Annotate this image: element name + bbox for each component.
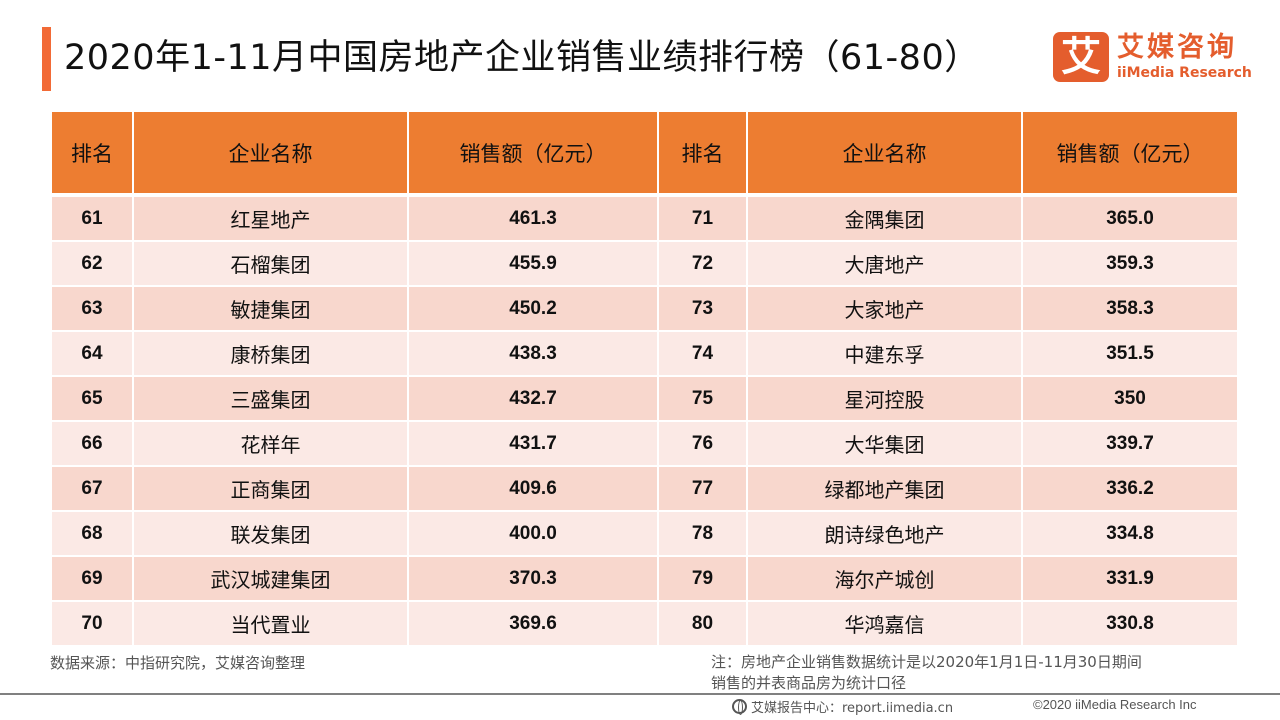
page-title: 2020年1-11月中国房地产企业销售业绩排行榜（61-80） bbox=[64, 38, 980, 78]
sales-cell: 369.6 bbox=[407, 600, 659, 647]
company-cell: 花样年 bbox=[132, 420, 409, 467]
rank-cell: 66 bbox=[50, 420, 134, 467]
globe-icon bbox=[732, 699, 747, 715]
sales-cell: 438.3 bbox=[407, 330, 659, 377]
company-cell: 金隅集团 bbox=[746, 193, 1023, 242]
title-accent-bar bbox=[42, 27, 51, 91]
rank-cell: 79 bbox=[657, 555, 748, 602]
rank-cell: 72 bbox=[657, 240, 748, 287]
rank-cell: 69 bbox=[50, 555, 134, 602]
sales-cell: 432.7 bbox=[407, 375, 659, 422]
table-row: 66 花样年 431.7 76 大华集团 339.7 bbox=[50, 420, 1239, 467]
company-cell: 海尔产城创 bbox=[746, 555, 1023, 602]
report-center-link[interactable]: 艾媒报告中心：report.iimedia.cn bbox=[751, 701, 954, 716]
table-row: 67 正商集团 409.6 77 绿都地产集团 336.2 bbox=[50, 465, 1239, 512]
footnote-line-1: 注：房地产企业销售数据统计是以2020年1月1日-11月30日期间 bbox=[711, 653, 1142, 671]
company-cell: 朗诗绿色地产 bbox=[746, 510, 1023, 557]
header-rank-right: 排名 bbox=[657, 112, 748, 195]
sales-cell: 359.3 bbox=[1021, 240, 1239, 287]
company-cell: 三盛集团 bbox=[132, 375, 409, 422]
logo-name-cn: 艾媒咨询 bbox=[1117, 32, 1237, 63]
sales-cell: 358.3 bbox=[1021, 285, 1239, 332]
company-cell: 华鸿嘉信 bbox=[746, 600, 1023, 647]
header-company-right: 企业名称 bbox=[746, 112, 1023, 195]
table-row: 68 联发集团 400.0 78 朗诗绿色地产 334.8 bbox=[50, 510, 1239, 557]
header-company-left: 企业名称 bbox=[132, 112, 409, 195]
company-cell: 敏捷集团 bbox=[132, 285, 409, 332]
rank-cell: 77 bbox=[657, 465, 748, 512]
table-row: 62 石榴集团 455.9 72 大唐地产 359.3 bbox=[50, 240, 1239, 287]
company-cell: 中建东孚 bbox=[746, 330, 1023, 377]
sales-cell: 339.7 bbox=[1021, 420, 1239, 467]
brand-logo: 艾 艾媒咨询 iiMedia Research bbox=[1053, 32, 1252, 82]
sales-cell: 331.9 bbox=[1021, 555, 1239, 602]
table-row: 61 红星地产 461.3 71 金隅集团 365.0 bbox=[50, 193, 1239, 242]
rank-cell: 75 bbox=[657, 375, 748, 422]
company-cell: 大唐地产 bbox=[746, 240, 1023, 287]
sales-cell: 351.5 bbox=[1021, 330, 1239, 377]
rank-cell: 68 bbox=[50, 510, 134, 557]
table-row: 70 当代置业 369.6 80 华鸿嘉信 330.8 bbox=[50, 600, 1239, 647]
sales-cell: 461.3 bbox=[407, 193, 659, 242]
company-cell: 石榴集团 bbox=[132, 240, 409, 287]
sales-cell: 455.9 bbox=[407, 240, 659, 287]
footnote: 注：房地产企业销售数据统计是以2020年1月1日-11月30日期间 销售的并表商… bbox=[711, 652, 1271, 694]
rank-cell: 63 bbox=[50, 285, 134, 332]
company-cell: 当代置业 bbox=[132, 600, 409, 647]
footer-report-center[interactable]: 艾媒报告中心：report.iimedia.cn bbox=[732, 697, 953, 716]
sales-cell: 365.0 bbox=[1021, 193, 1239, 242]
table-row: 69 武汉城建集团 370.3 79 海尔产城创 331.9 bbox=[50, 555, 1239, 602]
rank-cell: 64 bbox=[50, 330, 134, 377]
rank-cell: 70 bbox=[50, 600, 134, 647]
sales-cell: 370.3 bbox=[407, 555, 659, 602]
logo-text: 艾媒咨询 iiMedia Research bbox=[1117, 32, 1252, 82]
copyright: ©2020 iiMedia Research Inc bbox=[1033, 697, 1197, 712]
sales-cell: 330.8 bbox=[1021, 600, 1239, 647]
company-cell: 绿都地产集团 bbox=[746, 465, 1023, 512]
data-source: 数据来源：中指研究院，艾媒咨询整理 bbox=[50, 654, 306, 672]
sales-cell: 350 bbox=[1021, 375, 1239, 422]
header-sales-right: 销售额（亿元） bbox=[1021, 112, 1239, 195]
sales-cell: 431.7 bbox=[407, 420, 659, 467]
rank-cell: 62 bbox=[50, 240, 134, 287]
logo-mark-icon: 艾 bbox=[1053, 32, 1109, 82]
rank-cell: 65 bbox=[50, 375, 134, 422]
rank-cell: 80 bbox=[657, 600, 748, 647]
header-sales-left: 销售额（亿元） bbox=[407, 112, 659, 195]
table-header-row: 排名 企业名称 销售额（亿元） 排名 企业名称 销售额（亿元） bbox=[50, 112, 1239, 195]
rank-cell: 78 bbox=[657, 510, 748, 557]
rank-cell: 74 bbox=[657, 330, 748, 377]
table-row: 65 三盛集团 432.7 75 星河控股 350 bbox=[50, 375, 1239, 422]
company-cell: 联发集团 bbox=[132, 510, 409, 557]
company-cell: 正商集团 bbox=[132, 465, 409, 512]
table-row: 64 康桥集团 438.3 74 中建东孚 351.5 bbox=[50, 330, 1239, 377]
company-cell: 大家地产 bbox=[746, 285, 1023, 332]
ranking-table: 排名 企业名称 销售额（亿元） 排名 企业名称 销售额（亿元） 61 红星地产 … bbox=[50, 112, 1239, 647]
footnote-line-2: 销售的并表商品房为统计口径 bbox=[711, 674, 907, 692]
rank-cell: 73 bbox=[657, 285, 748, 332]
company-cell: 大华集团 bbox=[746, 420, 1023, 467]
sales-cell: 450.2 bbox=[407, 285, 659, 332]
header-rank-left: 排名 bbox=[50, 112, 134, 195]
sales-cell: 400.0 bbox=[407, 510, 659, 557]
sales-cell: 334.8 bbox=[1021, 510, 1239, 557]
company-cell: 红星地产 bbox=[132, 193, 409, 242]
table-row: 63 敏捷集团 450.2 73 大家地产 358.3 bbox=[50, 285, 1239, 332]
rank-cell: 61 bbox=[50, 193, 134, 242]
rank-cell: 71 bbox=[657, 193, 748, 242]
sales-cell: 409.6 bbox=[407, 465, 659, 512]
company-cell: 武汉城建集团 bbox=[132, 555, 409, 602]
sales-cell: 336.2 bbox=[1021, 465, 1239, 512]
logo-name-en: iiMedia Research bbox=[1117, 65, 1252, 81]
rank-cell: 67 bbox=[50, 465, 134, 512]
rank-cell: 76 bbox=[657, 420, 748, 467]
company-cell: 星河控股 bbox=[746, 375, 1023, 422]
footer-divider bbox=[0, 693, 1280, 695]
company-cell: 康桥集团 bbox=[132, 330, 409, 377]
